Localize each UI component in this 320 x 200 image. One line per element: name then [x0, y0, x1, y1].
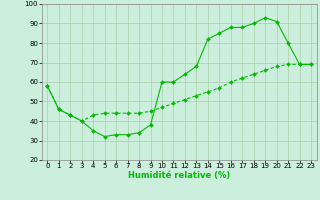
X-axis label: Humidité relative (%): Humidité relative (%)	[128, 171, 230, 180]
